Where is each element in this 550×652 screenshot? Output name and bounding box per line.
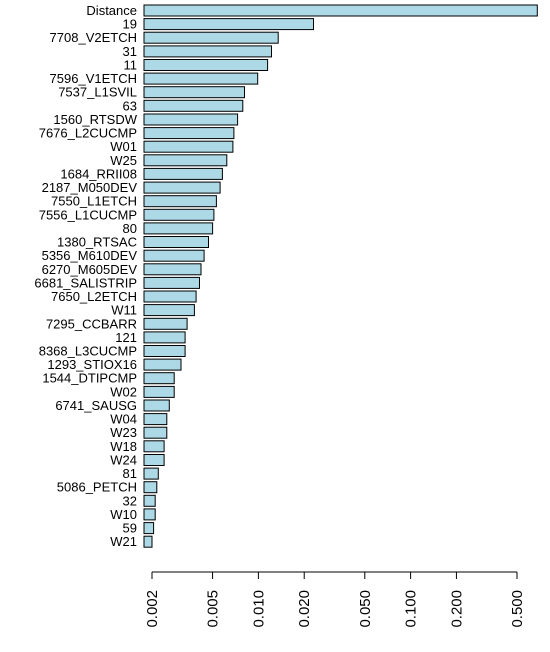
x-tick-label: 0.020 — [296, 590, 313, 628]
x-tick-label: 0.005 — [205, 590, 222, 628]
category-label: W01 — [110, 139, 137, 154]
category-label: 1544_DTIPCMP — [42, 371, 137, 386]
category-label: 1293_STIOX16 — [47, 357, 137, 372]
category-label: 5356_M610DEV — [42, 248, 138, 263]
x-tick-label: 0.100 — [403, 590, 420, 628]
category-label: W11 — [111, 303, 137, 318]
category-label: 80 — [123, 221, 137, 236]
bar-80 — [143, 222, 214, 235]
bar-W11 — [143, 304, 195, 317]
category-label: 7596_V1ETCH — [50, 71, 137, 86]
category-label: W25 — [110, 153, 137, 168]
bar-2187_M050DEV — [143, 181, 221, 194]
category-label: 19 — [123, 17, 137, 32]
bar-7550_L1ETCH — [143, 195, 217, 208]
category-label: 32 — [123, 493, 137, 508]
x-tick-label: 0.002 — [144, 590, 161, 628]
bar-W25 — [143, 154, 228, 167]
bar-6741_SAUSG — [143, 399, 170, 412]
category-label: 59 — [123, 521, 137, 536]
category-label: 6681_SALISTRIP — [34, 275, 137, 290]
category-label: 7650_L2ETCH — [51, 289, 137, 304]
bar-W18 — [143, 440, 165, 453]
bar-19 — [143, 18, 314, 31]
category-label: 7550_L1ETCH — [51, 194, 137, 209]
bar-W02 — [143, 385, 175, 398]
bar-W24 — [143, 454, 165, 466]
category-label: 7556_L1CUCMP — [39, 207, 137, 222]
bar-W21 — [143, 535, 153, 548]
bar-7295_CCBARR — [143, 317, 188, 330]
category-label: W04 — [110, 412, 137, 427]
bar-5086_PETCH — [143, 481, 158, 494]
x-tick-label: 0.200 — [448, 590, 465, 628]
bar-W10 — [143, 508, 156, 521]
bar-31 — [143, 45, 272, 58]
bar-1684_RRII08 — [143, 167, 223, 180]
bar-6681_SALISTRIP — [143, 276, 200, 289]
category-label: 63 — [123, 98, 137, 113]
x-tick-label: 0.010 — [250, 590, 267, 628]
category-label: W24 — [110, 453, 137, 468]
bar-1293_STIOX16 — [143, 358, 182, 371]
bar-1380_RTSAC — [143, 236, 209, 248]
bar-63 — [143, 99, 244, 112]
category-label: 121 — [115, 330, 137, 345]
bar-6270_M605DEV — [143, 263, 202, 276]
bar-W01 — [143, 140, 234, 153]
category-label: 7708_V2ETCH — [50, 30, 137, 45]
x-tick-label: 0.500 — [509, 590, 526, 628]
bar-11 — [143, 59, 269, 71]
bar-7650_L2ETCH — [143, 290, 197, 303]
category-label: 1380_RTSAC — [57, 235, 137, 250]
category-label: 6270_M605DEV — [42, 262, 138, 277]
category-label: 31 — [123, 44, 137, 59]
category-label: 81 — [123, 466, 137, 481]
category-label: W23 — [110, 425, 137, 440]
category-label: W10 — [110, 507, 137, 522]
category-label: W18 — [110, 439, 137, 454]
bar-81 — [143, 467, 159, 480]
category-label: W21 — [110, 534, 137, 549]
bar-1544_DTIPCMP — [143, 372, 175, 385]
category-label: 6741_SAUSG — [55, 398, 137, 413]
category-label: 1560_RTSDW — [53, 112, 137, 127]
category-label: 5086_PETCH — [57, 480, 137, 495]
category-label: Distance — [86, 3, 137, 18]
bar-59 — [143, 522, 155, 535]
bar-7596_V1ETCH — [143, 72, 259, 85]
category-label: 2187_M050DEV — [42, 180, 138, 195]
x-tick-label: 0.050 — [357, 590, 374, 628]
bar-7537_L1SVIL — [143, 86, 245, 99]
x-axis: 0.002 0.005 0.010 0.020 0.050 0.100 0.200 0.500 — [144, 571, 526, 628]
bar-121 — [143, 331, 186, 344]
category-label: 7537_L1SVIL — [58, 85, 137, 100]
bar-7708_V2ETCH — [143, 31, 279, 44]
category-label: W02 — [110, 384, 137, 399]
category-labels-group: Distance197708_V2ETCH31117596_V1ETCH7537… — [34, 3, 137, 549]
bar-8368_L3CUCMP — [143, 345, 186, 357]
bar-Distance — [143, 4, 538, 17]
bar-5356_M610DEV — [143, 249, 205, 262]
bar-W23 — [143, 426, 168, 439]
bars-group — [143, 4, 538, 548]
category-label: 11 — [124, 58, 138, 73]
category-label: 8368_L3CUCMP — [39, 344, 137, 359]
category-label: 7676_L2CUCMP — [39, 126, 137, 141]
category-label: 1684_RRII08 — [60, 166, 137, 181]
bar-32 — [143, 494, 156, 507]
bar-7556_L1CUCMP — [143, 208, 215, 221]
bar-7676_L2CUCMP — [143, 127, 235, 140]
bar-1560_RTSDW — [143, 113, 239, 126]
bar-W04 — [143, 413, 168, 426]
category-label: 7295_CCBARR — [46, 316, 137, 331]
